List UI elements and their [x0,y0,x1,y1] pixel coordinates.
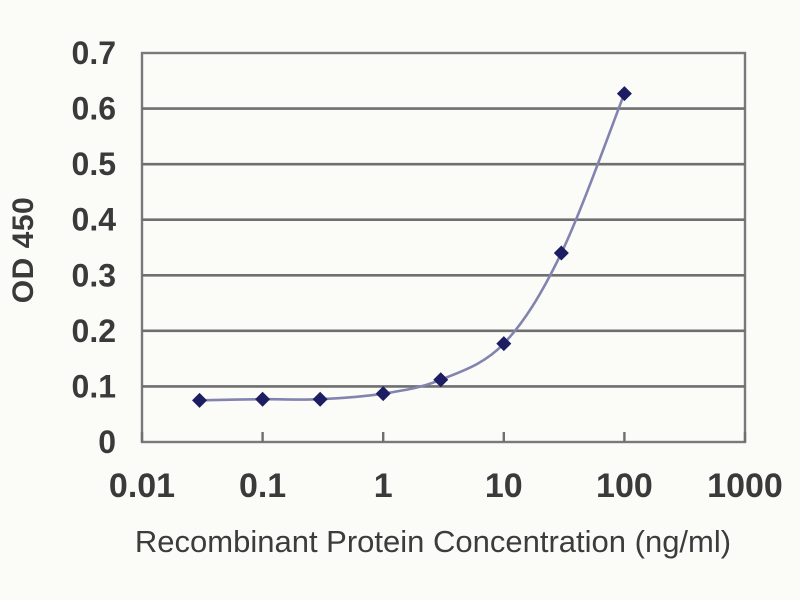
x-tick-label: 100 [596,467,653,505]
y-tick-label: 0.1 [72,368,116,404]
x-tick-label: 1000 [707,467,783,505]
y-tick-label: 0.7 [72,35,116,71]
x-tick-label: 0.01 [109,467,175,505]
y-tick-label: 0.3 [72,257,116,293]
y-axis-title: OD 450 [7,196,40,304]
data-point-marker [312,391,328,407]
x-tick-label: 10 [485,467,523,505]
data-point-marker [496,336,512,352]
data-point-marker [433,372,449,388]
x-tick-label: 0.1 [239,467,286,505]
x-axis-title: Recombinant Protein Concentration (ng/ml… [134,524,732,559]
y-tick-label: 0.4 [72,202,117,238]
data-point-marker [616,86,632,102]
y-tick-label: 0 [98,424,116,460]
y-tick-label: 0.5 [72,146,116,182]
y-tick-label: 0.2 [72,313,116,349]
data-point-marker [553,245,569,261]
data-point-marker [255,391,271,407]
x-tick-label: 1 [374,467,393,505]
data-point-marker [192,392,208,408]
data-point-marker [375,386,391,402]
y-tick-label: 0.6 [72,91,116,127]
